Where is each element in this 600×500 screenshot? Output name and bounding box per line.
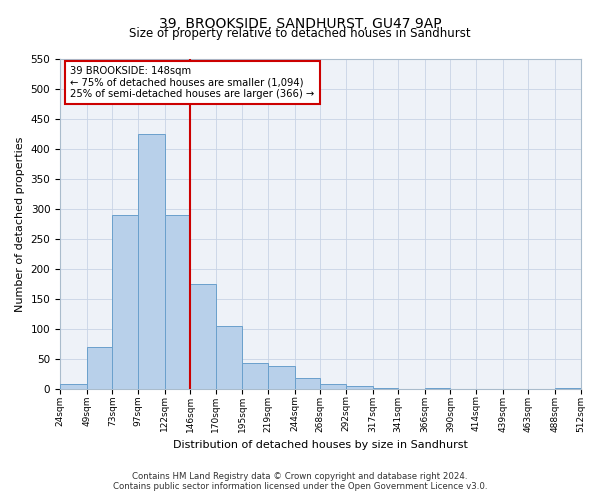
Bar [112, 215, 138, 389]
Bar [216, 326, 242, 389]
Bar [373, 388, 398, 389]
Bar [86, 347, 112, 389]
Bar [164, 215, 190, 389]
Bar [295, 378, 320, 389]
Bar [138, 134, 164, 389]
Text: 39 BROOKSIDE: 148sqm
← 75% of detached houses are smaller (1,094)
25% of semi-de: 39 BROOKSIDE: 148sqm ← 75% of detached h… [70, 66, 314, 99]
Bar [555, 388, 581, 389]
Bar [242, 363, 268, 389]
Bar [346, 386, 373, 389]
Text: Size of property relative to detached houses in Sandhurst: Size of property relative to detached ho… [129, 28, 471, 40]
Text: 39, BROOKSIDE, SANDHURST, GU47 9AP: 39, BROOKSIDE, SANDHURST, GU47 9AP [158, 18, 442, 32]
Y-axis label: Number of detached properties: Number of detached properties [15, 136, 25, 312]
Bar [268, 366, 295, 389]
Text: Contains HM Land Registry data © Crown copyright and database right 2024.: Contains HM Land Registry data © Crown c… [132, 472, 468, 481]
Bar [320, 384, 346, 389]
Bar [425, 388, 451, 389]
X-axis label: Distribution of detached houses by size in Sandhurst: Distribution of detached houses by size … [173, 440, 468, 450]
Text: Contains public sector information licensed under the Open Government Licence v3: Contains public sector information licen… [113, 482, 487, 491]
Bar [190, 284, 216, 389]
Bar [60, 384, 86, 389]
